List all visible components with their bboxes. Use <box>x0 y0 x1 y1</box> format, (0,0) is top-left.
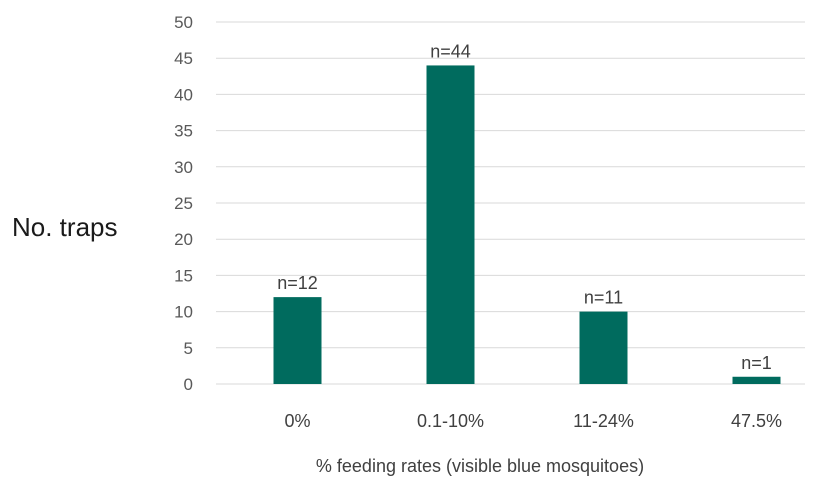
category-label: 47.5% <box>731 411 782 431</box>
data-label: n=12 <box>277 273 318 293</box>
y-tick-label: 0 <box>184 375 193 394</box>
y-tick-label: 20 <box>174 230 193 249</box>
bar <box>426 65 475 384</box>
y-tick-label: 5 <box>184 339 193 358</box>
bar <box>273 297 322 384</box>
data-label: n=1 <box>741 353 772 373</box>
bars <box>273 65 781 384</box>
y-tick-label: 30 <box>174 158 193 177</box>
x-axis-categories: 0% 0.1-10% 11-24% 47.5% <box>284 411 782 431</box>
y-tick-label: 50 <box>174 13 193 32</box>
y-axis-ticks: 0 5 10 15 20 25 30 35 40 45 50 <box>174 13 193 394</box>
x-axis-title: % feeding rates (visible blue mosquitoes… <box>316 456 644 476</box>
data-label: n=11 <box>584 288 623 308</box>
category-label: 0.1-10% <box>417 411 484 431</box>
data-labels: n=12 n=44 n=11 n=1 <box>277 41 772 372</box>
bar <box>732 376 781 384</box>
data-label: n=44 <box>430 41 471 61</box>
y-tick-label: 45 <box>174 49 193 68</box>
y-tick-label: 15 <box>174 266 193 285</box>
category-label: 11-24% <box>573 411 634 431</box>
y-tick-label: 25 <box>174 194 193 213</box>
y-tick-label: 35 <box>174 122 193 141</box>
category-label: 0% <box>284 411 310 431</box>
y-axis-title: No. traps <box>12 212 118 242</box>
bar <box>579 311 628 384</box>
y-tick-label: 10 <box>174 303 193 322</box>
y-tick-label: 40 <box>174 85 193 104</box>
